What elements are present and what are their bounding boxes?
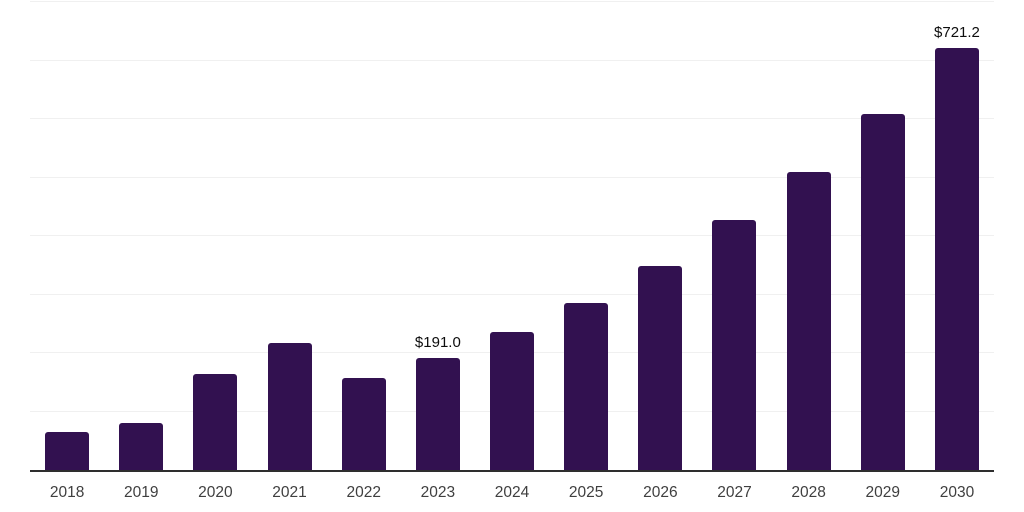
x-tick-label: 2018 <box>49 484 85 501</box>
x-tick-label: 2020 <box>198 484 233 501</box>
x-tick-label: 2029 <box>865 484 901 501</box>
bar-slot <box>549 2 623 470</box>
bar-slot <box>178 2 252 470</box>
bar <box>934 48 979 470</box>
bar <box>638 265 683 470</box>
bar-value-label: $191.0 <box>414 334 461 352</box>
bar <box>712 220 757 470</box>
bar <box>564 303 609 470</box>
bar <box>860 113 905 470</box>
gridline <box>30 59 994 61</box>
x-tick-label: 2025 <box>568 484 604 501</box>
x-tick-label: 2022 <box>346 484 381 501</box>
bar-slot <box>104 2 178 470</box>
bar <box>267 343 312 470</box>
bar <box>341 377 386 470</box>
x-tick-label: 2023 <box>420 484 456 501</box>
x-tick-label: 2024 <box>494 484 530 501</box>
x-tick-label: 2030 <box>939 484 975 501</box>
bar-value-label: $721.2 <box>934 24 980 42</box>
gridline <box>30 1 994 2</box>
gridline <box>30 293 994 295</box>
x-axis-labels: 2018 2019 2020 2021 2022 2023 2024 2025 2026 2027… <box>30 482 994 504</box>
bar <box>415 358 460 470</box>
bar <box>193 373 238 470</box>
bar <box>119 423 164 470</box>
bar-slot <box>697 2 771 470</box>
x-axis-line <box>30 470 994 472</box>
gridline <box>30 176 994 178</box>
x-tick-label: 2028 <box>791 484 826 501</box>
bar <box>490 332 535 470</box>
bar-slot <box>846 2 920 470</box>
bars: $191.0 $721.2 <box>30 2 994 470</box>
bar-slot: $721.2 <box>920 2 994 470</box>
bar-slot <box>475 2 549 470</box>
bar-slot <box>623 2 697 470</box>
bar <box>786 171 831 470</box>
gridline <box>30 235 994 236</box>
gridline <box>30 118 994 119</box>
x-tick-label: 2027 <box>717 484 752 501</box>
bar-slot <box>772 2 846 470</box>
bar-slot <box>327 2 401 470</box>
bar-slot: $191.0 <box>401 2 475 470</box>
plot-area: $191.0 $721.2 <box>30 1 994 472</box>
bar-slot <box>252 2 326 470</box>
x-tick-label: 2026 <box>643 484 678 501</box>
bar-slot <box>30 2 104 470</box>
x-tick-label: 2019 <box>123 484 159 501</box>
x-tick-label: 2021 <box>272 484 307 501</box>
bar <box>45 432 90 470</box>
